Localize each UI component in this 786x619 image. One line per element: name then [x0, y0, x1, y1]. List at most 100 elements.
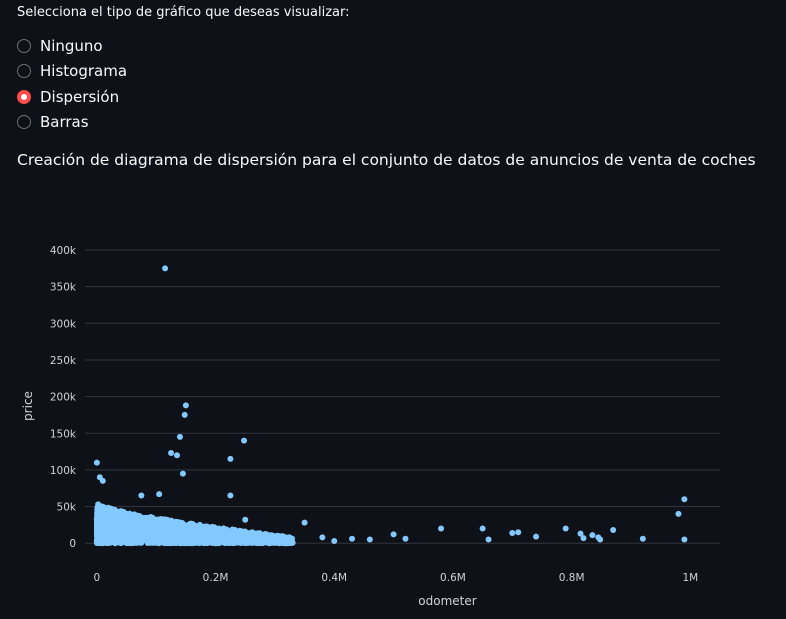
data-point[interactable] — [163, 522, 170, 529]
data-point[interactable] — [101, 515, 108, 522]
data-point[interactable] — [95, 515, 102, 522]
data-point[interactable] — [681, 496, 688, 503]
radio-button-icon[interactable] — [17, 64, 31, 79]
data-point[interactable] — [248, 537, 255, 544]
data-point[interactable] — [96, 531, 103, 538]
data-point[interactable] — [176, 433, 183, 440]
data-point[interactable] — [93, 459, 100, 466]
data-point[interactable] — [366, 536, 373, 543]
data-point[interactable] — [220, 538, 227, 545]
data-point[interactable] — [233, 531, 240, 538]
data-point[interactable] — [198, 525, 205, 532]
radio-button-icon[interactable] — [17, 115, 31, 130]
data-point[interactable] — [187, 525, 194, 532]
data-point[interactable] — [135, 516, 142, 523]
data-point[interactable] — [128, 515, 135, 522]
data-point[interactable] — [227, 492, 234, 499]
data-point[interactable] — [124, 537, 131, 544]
data-point[interactable] — [115, 509, 122, 516]
data-point[interactable] — [148, 515, 155, 522]
data-point[interactable] — [237, 539, 244, 546]
data-point[interactable] — [515, 529, 522, 536]
data-point[interactable] — [156, 525, 163, 532]
scatter-plot-svg[interactable]: 0 50k 100k 150k 200k 250k 300k 350k 400k 0 0.2M 0.4… — [0, 230, 786, 619]
data-point[interactable] — [681, 536, 688, 543]
data-point[interactable] — [172, 518, 179, 525]
data-point[interactable] — [589, 532, 596, 539]
data-point[interactable] — [208, 529, 215, 536]
data-point[interactable] — [149, 527, 156, 534]
data-point[interactable] — [207, 539, 214, 546]
data-point[interactable] — [162, 265, 169, 272]
data-point[interactable] — [479, 525, 486, 532]
data-point[interactable] — [180, 522, 187, 529]
radio-button-icon[interactable] — [17, 38, 31, 53]
data-point[interactable] — [675, 510, 682, 517]
data-point[interactable] — [268, 533, 275, 540]
data-point[interactable] — [194, 530, 201, 537]
data-point[interactable] — [402, 535, 409, 542]
data-point[interactable] — [163, 517, 170, 524]
data-point[interactable] — [349, 535, 356, 542]
data-point[interactable] — [168, 450, 175, 457]
data-point[interactable] — [161, 531, 168, 538]
data-point[interactable] — [213, 531, 220, 538]
data-point[interactable] — [580, 535, 587, 542]
data-point[interactable] — [101, 539, 108, 546]
data-point[interactable] — [174, 539, 181, 546]
data-point[interactable] — [182, 402, 189, 409]
data-point[interactable] — [143, 519, 150, 526]
radio-option-histograma[interactable]: Histograma — [17, 59, 127, 85]
data-point[interactable] — [179, 470, 186, 477]
data-point[interactable] — [169, 527, 176, 534]
data-point[interactable] — [132, 539, 139, 546]
data-point[interactable] — [175, 529, 182, 536]
radio-option-dispersion[interactable]: Dispersión — [17, 84, 127, 110]
data-point[interactable] — [243, 538, 250, 545]
data-point[interactable] — [251, 530, 258, 537]
data-point[interactable] — [562, 525, 569, 532]
data-point[interactable] — [119, 533, 126, 540]
data-point[interactable] — [485, 536, 492, 543]
data-point[interactable] — [185, 540, 192, 547]
data-point[interactable] — [173, 452, 180, 459]
data-point[interactable] — [153, 538, 160, 545]
data-point[interactable] — [288, 539, 295, 546]
data-point[interactable] — [269, 539, 276, 546]
data-point[interactable] — [238, 531, 245, 538]
data-point[interactable] — [509, 529, 516, 536]
data-point[interactable] — [132, 526, 139, 533]
data-point[interactable] — [104, 521, 111, 528]
data-point[interactable] — [227, 455, 234, 462]
data-point[interactable] — [533, 533, 540, 540]
data-point[interactable] — [255, 533, 262, 540]
data-point[interactable] — [95, 520, 102, 527]
data-point[interactable] — [241, 437, 248, 444]
data-point[interactable] — [277, 539, 284, 546]
data-point[interactable] — [242, 516, 249, 523]
data-point[interactable] — [610, 527, 617, 534]
data-point[interactable] — [117, 540, 124, 547]
scatter-chart[interactable]: 0 50k 100k 150k 200k 250k 300k 350k 400k 0 0.2M 0.4… — [0, 230, 786, 619]
data-point[interactable] — [194, 537, 201, 544]
data-point[interactable] — [138, 492, 145, 499]
data-point[interactable] — [99, 477, 106, 484]
data-point[interactable] — [203, 523, 210, 530]
data-point[interactable] — [143, 531, 150, 538]
data-point[interactable] — [163, 539, 170, 546]
data-point[interactable] — [200, 539, 207, 546]
data-point[interactable] — [114, 533, 121, 540]
data-point[interactable] — [134, 531, 141, 538]
data-point[interactable] — [138, 520, 145, 527]
data-point[interactable] — [156, 491, 163, 498]
data-point[interactable] — [181, 411, 188, 418]
data-point[interactable] — [181, 532, 188, 539]
data-point[interactable] — [254, 539, 261, 546]
data-point[interactable] — [154, 516, 161, 523]
data-point[interactable] — [138, 536, 145, 543]
data-point[interactable] — [218, 528, 225, 535]
data-point[interactable] — [260, 536, 267, 543]
data-point[interactable] — [168, 539, 175, 546]
data-point[interactable] — [331, 538, 338, 545]
data-point[interactable] — [209, 524, 216, 531]
